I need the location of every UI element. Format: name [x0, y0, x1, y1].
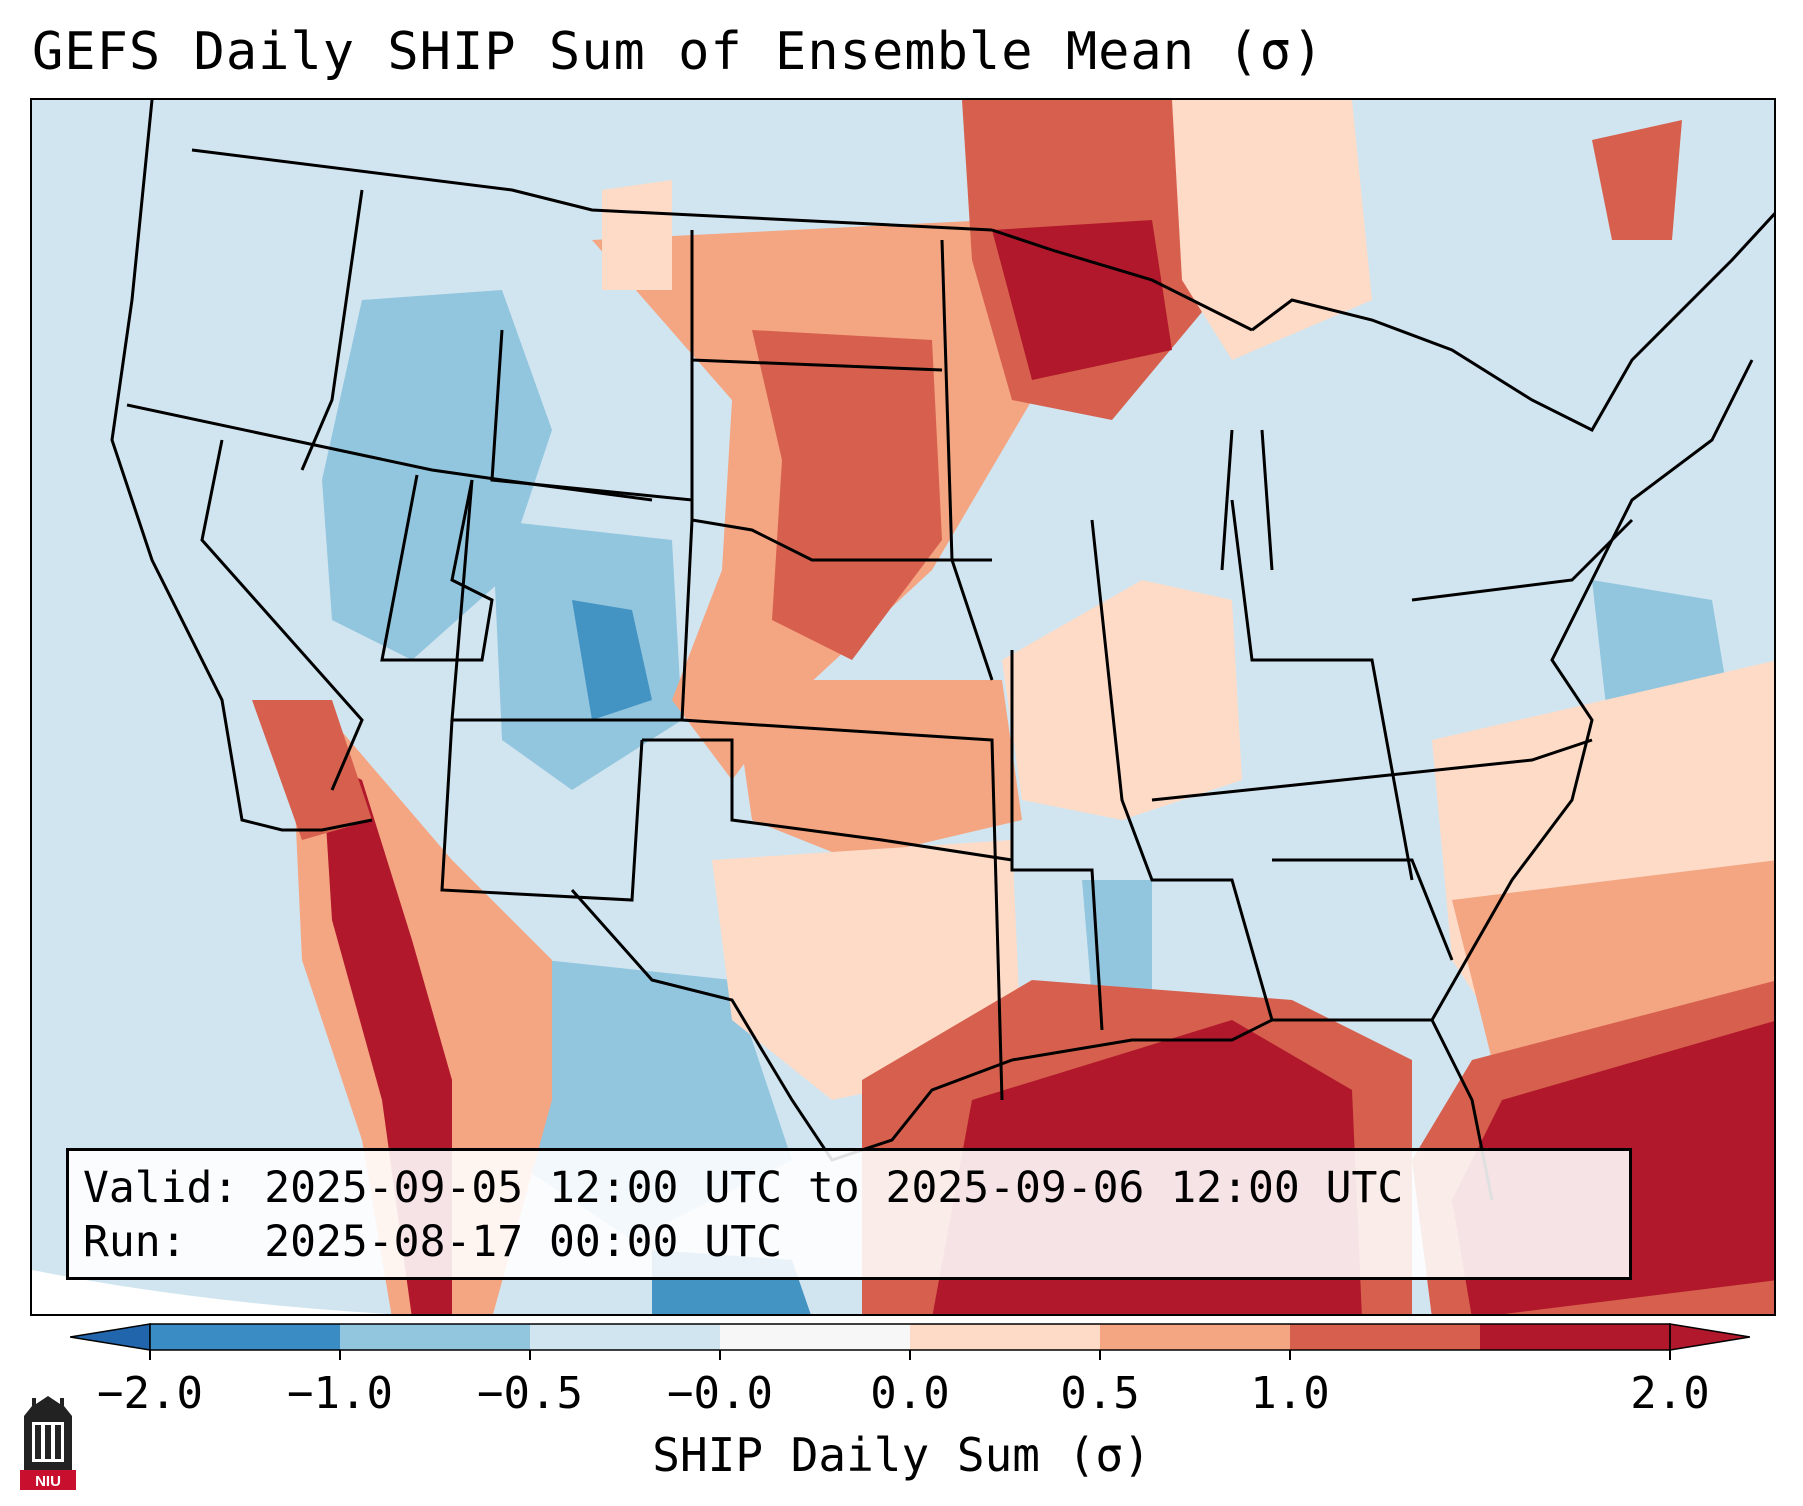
valid-line: Valid: 2025-09-05 12:00 UTC to 2025-09-0… — [83, 1161, 1615, 1215]
region-nova-scotia — [1592, 120, 1682, 240]
boundary-ut — [380, 474, 494, 662]
boundary-id-or — [300, 189, 364, 471]
boundary-ks-ok — [681, 718, 1004, 1101]
valid-label: Valid: — [83, 1163, 239, 1213]
state-boundaries — [110, 100, 1774, 1201]
east-coast — [1430, 359, 1754, 1021]
map-panel — [30, 98, 1776, 1316]
region-colorado-core — [572, 600, 652, 720]
colorbar-tick-label: 0.0 — [870, 1368, 950, 1419]
colorbar-segment — [530, 1324, 721, 1350]
map-canvas — [32, 100, 1774, 1314]
boundary-ok-tx — [642, 738, 1013, 862]
colorbar-tick-label: −1.0 — [287, 1368, 393, 1419]
colorbar-tick-label: −0.0 — [667, 1368, 773, 1419]
boundary-tx-mexico — [570, 889, 1013, 1162]
logo-text: NIU — [35, 1473, 61, 1490]
boundary-mo-ar — [1010, 650, 1104, 1031]
colorbar-segment — [1290, 1324, 1481, 1350]
boundary-pa-ny — [1411, 518, 1634, 602]
west-coast — [110, 100, 373, 832]
colorbar-segment — [1480, 1324, 1671, 1350]
colorbar-segment — [340, 1324, 531, 1350]
colorbar-segment — [150, 1324, 341, 1350]
boundary-oh — [1230, 499, 1414, 881]
niu-logo: NIU — [20, 1396, 76, 1490]
run-value: 2025-08-17 00:00 UTC — [264, 1217, 782, 1267]
boundary-co — [450, 479, 694, 722]
boundary-tn-nc — [1151, 738, 1593, 802]
valid-value: 2025-09-05 12:00 UTC to 2025-09-06 12:00… — [264, 1163, 1404, 1213]
colorbar-over-arrow — [1669, 1323, 1750, 1351]
boundary-il-in — [1090, 519, 1274, 1021]
projection-edge — [32, 1270, 389, 1314]
run-label: Run: — [83, 1217, 187, 1267]
colorbar-tick-label: −0.5 — [477, 1368, 583, 1419]
colorbar-under-arrow — [70, 1323, 151, 1351]
boundary-nm — [440, 719, 644, 902]
region-upper-midwest-lake-superior — [992, 220, 1172, 380]
region-midwest — [1002, 580, 1242, 820]
boundary-dakotas — [690, 230, 992, 562]
run-line: Run: 2025-08-17 00:00 UTC — [83, 1215, 1615, 1269]
boundary-ca-nv — [200, 439, 364, 791]
colorbar-segment — [910, 1324, 1101, 1350]
boundary-canada-west — [191, 148, 993, 232]
colorbar-segment — [1100, 1324, 1291, 1350]
colorbar-label: SHIP Daily Sum (σ) — [652, 1428, 1151, 1482]
anomaly-field — [252, 100, 1774, 1314]
region-montana-patch — [602, 180, 672, 290]
colorbar-tick-label: 1.0 — [1250, 1368, 1330, 1419]
colorbar-segment — [720, 1324, 911, 1350]
boundary-lake-michigan-east — [1260, 429, 1274, 571]
info-box: Valid: 2025-09-05 12:00 UTC to 2025-09-0… — [66, 1148, 1632, 1280]
region-socal — [252, 700, 372, 840]
boundary-canada-east — [1251, 212, 1774, 432]
region-northern-plains — [752, 330, 942, 660]
colorbar — [70, 1323, 1750, 1360]
page-title: GEFS Daily SHIP Sum of Ensemble Mean (σ) — [32, 22, 1325, 82]
gulf-coast — [1011, 1018, 1273, 1062]
boundary-canada-mn — [991, 228, 1253, 332]
colorbar-tick-label: 0.5 — [1060, 1368, 1140, 1419]
boundary-lake-michigan-west — [1220, 429, 1234, 571]
colorbar-tick-label: 2.0 — [1630, 1368, 1710, 1419]
region-central-plains — [732, 680, 1022, 860]
boundary-mn-west — [940, 239, 994, 681]
boundary-nd-sd — [691, 358, 943, 372]
logo-banner — [20, 1470, 76, 1490]
region-ontario — [1172, 100, 1372, 360]
colorbar-tick-label: −2.0 — [97, 1368, 203, 1419]
boundary-ga-sc — [1272, 858, 1454, 961]
